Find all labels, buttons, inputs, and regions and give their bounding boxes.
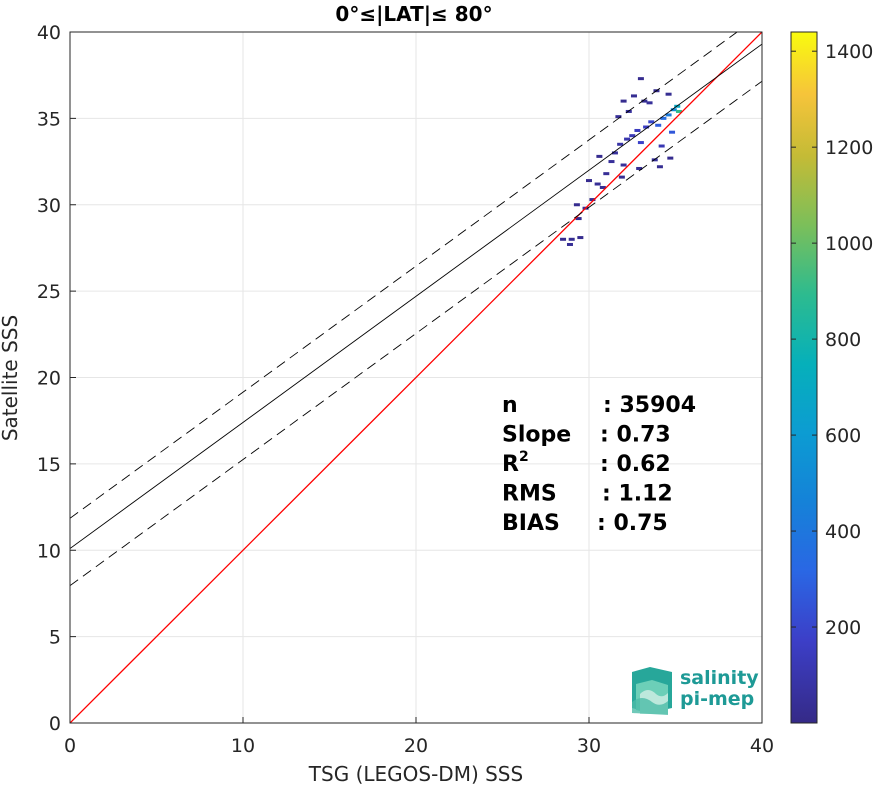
salinity-pi-mep-logo: salinity pi-mep (632, 667, 759, 715)
x-axis-label: TSG (LEGOS-DM) SSS (308, 762, 523, 786)
density-cell (637, 77, 644, 81)
density-cell (656, 165, 663, 169)
colorbar-tick-label: 1400 (825, 41, 873, 63)
stat-label: RMS (502, 482, 557, 507)
density-cell (669, 130, 676, 134)
stat-value: : 0.62 (600, 452, 671, 477)
density-cell (618, 175, 625, 179)
density-cell (573, 203, 580, 207)
stat-superscript: 2 (519, 449, 529, 465)
identity-line (70, 32, 762, 723)
density-cell (630, 94, 637, 98)
x-axis-ticks: 0 10 20 30 40 (64, 717, 774, 757)
density-cell (624, 137, 631, 141)
density-cell (560, 237, 567, 241)
colorbar-tick-label: 200 (825, 617, 861, 639)
y-tick-label: 5 (49, 627, 61, 649)
stat-value: : 0.75 (597, 511, 668, 536)
y-tick-label: 35 (37, 108, 61, 130)
y-tick-label: 20 (37, 368, 61, 390)
fit-lines (70, 32, 762, 723)
stat-label: BIAS (502, 511, 560, 536)
density-cell (568, 237, 575, 241)
x-tick-label: 0 (64, 735, 76, 757)
density-cell (637, 141, 644, 145)
density-cell (615, 115, 622, 119)
colorbar-tick-label: 400 (825, 521, 861, 543)
density-cell (641, 99, 648, 103)
density-cell (670, 108, 677, 112)
y-axis-ticks: 0 5 10 15 20 25 30 35 40 (37, 22, 76, 735)
density-cell (646, 101, 653, 105)
chart-title: 0°≤|LAT|≤ 80° (335, 2, 492, 26)
y-tick-label: 10 (37, 540, 61, 562)
density-cell (596, 154, 603, 158)
logo-line1: salinity (680, 667, 759, 689)
density-cell (648, 120, 655, 124)
colorbar-tick-label: 1200 (825, 137, 873, 159)
x-tick-label: 20 (404, 735, 428, 757)
density-cell (594, 182, 601, 186)
density-cell (603, 172, 610, 176)
stat-label: Slope (502, 423, 571, 448)
upper-line (70, 32, 738, 519)
density-cell (620, 99, 627, 103)
density-cell (658, 144, 665, 148)
density-cell (577, 236, 584, 240)
y-tick-label: 0 (49, 713, 61, 735)
x-tick-label: 10 (231, 735, 255, 757)
density-cell (660, 116, 667, 120)
logo-line2: pi-mep (680, 688, 754, 710)
colorbar-gradient (790, 31, 818, 724)
density-cell (589, 198, 596, 202)
y-tick-label: 30 (37, 195, 61, 217)
density-cell (636, 166, 643, 170)
density-cell (665, 92, 672, 96)
y-tick-label: 40 (37, 22, 61, 44)
colorbar-tick-label: 800 (825, 329, 861, 351)
density-cell (617, 142, 624, 146)
density-cell (586, 179, 592, 183)
density-cell (643, 125, 650, 129)
lower-line (70, 80, 762, 587)
density-cell (575, 217, 582, 221)
x-tick-label: 40 (750, 735, 774, 757)
density-cell (634, 128, 641, 132)
regression-line (70, 43, 762, 549)
y-tick-label: 25 (37, 281, 61, 303)
stat-value: : 1.12 (602, 482, 673, 507)
density-cell (629, 134, 636, 138)
colorbar: 200 400 600 800 1000 1200 1400 (790, 31, 873, 724)
colorbar-tick-label: 1000 (825, 233, 873, 255)
stat-value: : 0.73 (600, 423, 671, 448)
stat-label: n (502, 393, 518, 418)
density-cell (655, 123, 662, 127)
density-cell (566, 242, 573, 246)
density-cell (611, 151, 618, 155)
colorbar-tick-label: 600 (825, 425, 861, 447)
density-cell (608, 160, 615, 164)
waves-logo-icon (632, 667, 672, 715)
stat-value: : 35904 (603, 393, 696, 418)
y-tick-label: 15 (37, 454, 61, 476)
density-cell (667, 156, 674, 160)
y-axis-label: Satellite SSS (0, 315, 22, 441)
colorbar-ticks: 200 400 600 800 1000 1200 1400 (791, 41, 873, 639)
density-cell (599, 185, 606, 189)
density-cell (675, 109, 682, 113)
density-cell (665, 113, 672, 117)
density-cell (620, 163, 627, 167)
x-tick-label: 30 (577, 735, 601, 757)
